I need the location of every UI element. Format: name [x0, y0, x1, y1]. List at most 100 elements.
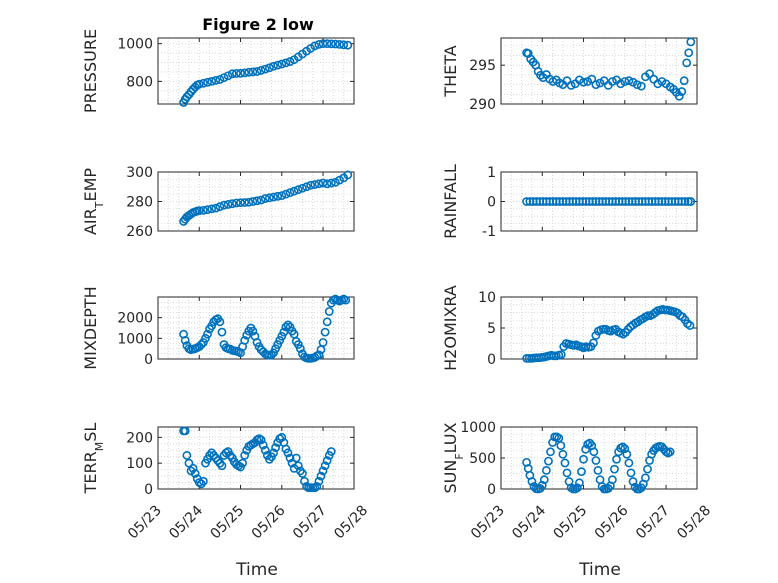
x-tick-label: 05/24 — [509, 502, 549, 542]
data-point — [198, 338, 208, 347]
data-point — [562, 468, 572, 478]
data-point — [182, 451, 192, 460]
data-point — [248, 326, 258, 336]
data-point — [265, 63, 274, 73]
data-point — [665, 447, 675, 457]
data-point — [260, 194, 270, 203]
data-point — [258, 440, 268, 450]
data-point — [198, 205, 208, 215]
data-point — [677, 87, 687, 96]
x-axis-label-left: Time — [235, 560, 278, 580]
data-point — [277, 191, 287, 200]
subplot-mixdepth: 0 1000 2000 MIXDEPTH — [81, 286, 355, 370]
y-tick-label: 0 — [144, 352, 153, 368]
data-point — [624, 458, 634, 468]
data-point — [624, 76, 634, 86]
data-point — [318, 466, 328, 476]
data-point — [682, 58, 692, 68]
data-point — [215, 317, 225, 327]
axes-frame — [157, 426, 355, 490]
data-point — [579, 77, 588, 87]
data-point — [281, 189, 291, 199]
y-tick-label: 10 — [478, 290, 496, 306]
data-point — [318, 338, 328, 347]
data-point — [320, 461, 330, 471]
data-point — [581, 444, 590, 454]
data-point — [231, 69, 241, 78]
data-point — [281, 322, 291, 332]
data-point — [269, 448, 278, 458]
data-point — [544, 456, 553, 466]
data-point — [322, 317, 332, 327]
data-point — [298, 183, 307, 193]
data-point — [198, 78, 208, 88]
data-point — [339, 40, 349, 50]
data-point — [269, 61, 278, 71]
subplot-air-temp: 260 280 300 AIRTEMP — [81, 165, 355, 240]
data-point — [236, 198, 245, 208]
data-point — [541, 465, 551, 475]
data-point — [256, 435, 266, 445]
data-point — [215, 202, 225, 212]
data-point — [326, 178, 336, 188]
y-tick-label: 0 — [487, 352, 496, 368]
data-point — [674, 91, 684, 101]
y-tick-label: 200 — [126, 430, 153, 446]
data-point — [279, 327, 289, 337]
x-tick-label: 05/25 — [551, 503, 591, 543]
data-point — [566, 80, 576, 90]
y-axis-label: H2OMIXRA — [441, 285, 460, 371]
x-tick-label: 05/26 — [592, 502, 632, 542]
data-point — [314, 476, 324, 486]
data-point — [608, 77, 617, 86]
data-point — [686, 197, 696, 206]
data-point — [285, 322, 295, 332]
data-point — [314, 179, 324, 189]
data-point — [630, 482, 640, 492]
y-tick-label: 1000 — [117, 331, 153, 347]
data-point — [539, 475, 549, 485]
data-point — [585, 438, 595, 448]
data-point — [260, 64, 270, 74]
data-point — [291, 453, 301, 463]
data-point — [316, 471, 326, 481]
data-point — [295, 344, 305, 354]
subplot-terr-msl: 0 100 200 05/23 05/24 05/25 05/26 05/27 05/28 TER… — [81, 423, 371, 543]
y-tick-label: 300 — [126, 165, 153, 181]
data-point — [293, 461, 303, 471]
data-point — [248, 67, 258, 77]
data-point — [180, 426, 190, 436]
data-point — [579, 454, 588, 464]
data-point — [318, 178, 328, 188]
data-point — [277, 432, 287, 442]
y-tick-label: 800 — [126, 74, 153, 90]
y-tick-label: -1 — [482, 224, 496, 240]
data-point — [643, 464, 652, 474]
data-point — [277, 331, 287, 341]
data-point — [269, 348, 278, 358]
data-point — [302, 182, 311, 192]
data-point — [322, 456, 332, 465]
data-point — [300, 476, 309, 486]
data-point — [285, 188, 295, 198]
data-point — [680, 197, 690, 206]
data-point — [318, 39, 328, 49]
data-point — [244, 67, 254, 77]
data-point — [556, 441, 566, 450]
x-tick-label: 05/24 — [166, 502, 206, 542]
plot-area — [501, 38, 697, 104]
data-point — [636, 81, 646, 91]
data-point — [603, 483, 613, 493]
data-point — [190, 469, 200, 478]
data-point — [537, 480, 547, 490]
y-tick-label: 500 — [469, 451, 496, 467]
data-point — [575, 478, 584, 488]
subplot-pressure: 800 1000 PRESSURE — [81, 29, 355, 113]
data-point — [215, 75, 225, 84]
data-point — [314, 350, 324, 360]
data-point — [628, 477, 638, 486]
data-point — [289, 186, 299, 196]
data-point — [556, 350, 566, 360]
data-point — [641, 473, 650, 483]
